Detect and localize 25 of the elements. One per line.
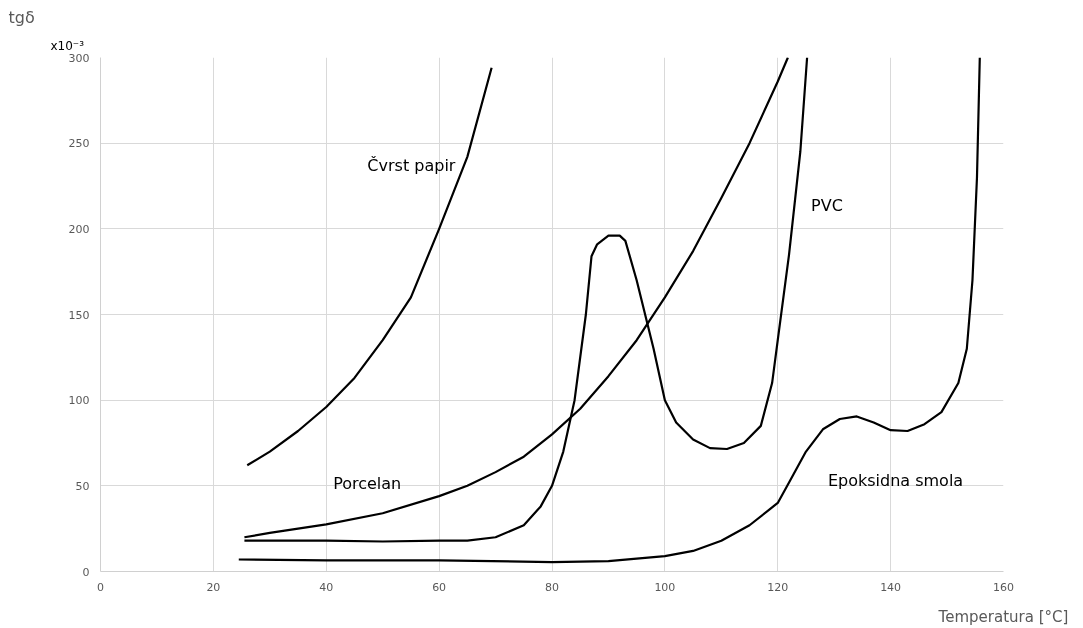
x-axis-title: Temperatura [°C] (937, 607, 1069, 626)
series-label: Čvrst papir (367, 156, 456, 176)
series-label: Porcelan (333, 473, 402, 493)
series-label: Epoksidna smola (827, 470, 964, 490)
x-tick-label: 120 (767, 580, 789, 594)
y-tick-label: 200 (68, 222, 90, 236)
x-tick-label: 100 (654, 580, 676, 594)
y-tick-label: 150 (68, 308, 90, 322)
x-tick-label: 80 (545, 580, 559, 594)
y-axis-title: tgδ (8, 7, 35, 27)
series-label: PVC (811, 196, 843, 216)
x-tick-label: 140 (880, 580, 902, 594)
y-tick-label: 0 (82, 565, 90, 579)
y-tick-label: 100 (68, 394, 90, 408)
x-tick-label: 0 (97, 580, 104, 594)
y-tick-label: 300 (68, 51, 90, 65)
line-series (237, 57, 981, 564)
line-series (246, 66, 493, 467)
x-tick-label: 160 (993, 580, 1014, 594)
x-tick-label: 60 (432, 580, 447, 594)
y-tick-label: 250 (68, 137, 90, 151)
y-tick-label: 50 (75, 479, 90, 493)
text: x10⁻³ (50, 38, 85, 53)
x-tick-label: 20 (206, 580, 221, 594)
x-tick-label: 40 (319, 580, 334, 594)
